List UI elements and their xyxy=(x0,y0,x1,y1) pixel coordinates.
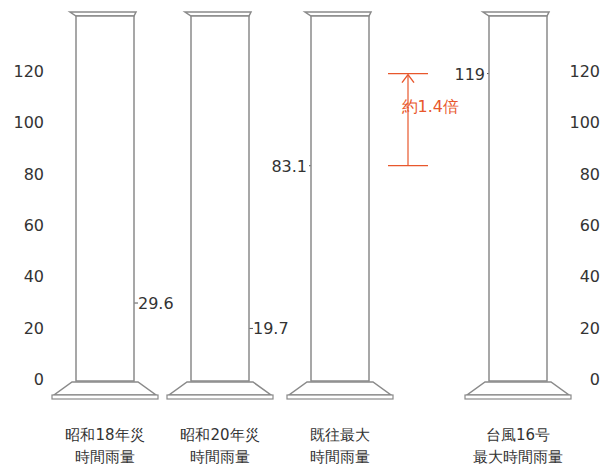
cylinder-base xyxy=(289,382,391,395)
cylinder-base xyxy=(169,382,271,395)
y-tick-label: 40 xyxy=(24,267,44,286)
y2-tick-label: 40 xyxy=(580,267,600,286)
bracket-stem xyxy=(407,76,408,166)
y-tick-label: 20 xyxy=(24,319,44,338)
category-line: 時間雨量 xyxy=(310,448,370,466)
data-label: 83.1 xyxy=(271,157,307,176)
y-tick-label: 80 xyxy=(24,165,44,184)
cylinder-base xyxy=(54,382,156,395)
y2-tick-label: 0 xyxy=(590,370,600,389)
category-line: 昭和20年災 xyxy=(180,426,259,444)
category-line: 昭和18年災 xyxy=(65,426,144,444)
category-label: 昭和20年災時間雨量 xyxy=(180,426,259,466)
y-tick-label: 0 xyxy=(34,370,44,389)
y2-tick-label: 20 xyxy=(580,319,600,338)
category-line: 時間雨量 xyxy=(75,448,135,466)
bracket-arrow xyxy=(402,75,414,83)
cylinder-tube xyxy=(311,16,369,381)
cylinder-foot xyxy=(52,395,158,399)
y2-tick-label: 60 xyxy=(580,216,600,235)
y2-tick-label: 100 xyxy=(569,113,600,132)
data-label: 19.7 xyxy=(253,319,289,338)
cylinder-tube xyxy=(489,16,547,381)
y2-tick-label: 80 xyxy=(580,165,600,184)
cylinder-tube xyxy=(76,16,134,381)
category-label: 台風16号最大時間雨量 xyxy=(473,426,563,466)
data-label: 119 xyxy=(454,65,485,84)
y2-tick-label: 120 xyxy=(569,62,600,81)
y-tick-label: 100 xyxy=(13,113,44,132)
y-tick-label: 120 xyxy=(13,62,44,81)
cylinder-tube xyxy=(191,16,249,381)
cylinder-base xyxy=(467,382,569,395)
y-tick-label: 60 xyxy=(24,216,44,235)
cylinder-foot xyxy=(287,395,393,399)
category-label: 昭和18年災時間雨量 xyxy=(65,426,144,466)
cylinder-foot xyxy=(465,395,571,399)
cylinders xyxy=(52,12,571,399)
chart-svg: 0 0 20 20 40 40 60 60 80 80 100 100 120 120 29.6 昭和18年災… xyxy=(0,0,611,470)
chart-root: 0 0 20 20 40 40 60 60 80 80 100 100 120 120 29.6 昭和18年災… xyxy=(0,0,611,470)
annotation-bracket xyxy=(388,74,428,166)
category-line: 最大時間雨量 xyxy=(473,448,563,466)
cylinder-foot xyxy=(167,395,273,399)
category-line: 台風16号 xyxy=(486,426,550,444)
category-line: 既往最大 xyxy=(310,426,370,444)
annotation-text: 約1.4倍 xyxy=(402,97,459,116)
category-label: 既往最大時間雨量 xyxy=(310,426,370,466)
data-label: 29.6 xyxy=(138,294,174,313)
category-line: 時間雨量 xyxy=(190,448,250,466)
